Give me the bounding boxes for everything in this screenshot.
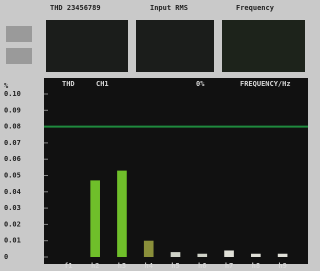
plot-header: 0% bbox=[196, 80, 205, 88]
x-tick-label: h7 bbox=[225, 262, 233, 270]
bar bbox=[90, 180, 100, 257]
panel-label: Frequency bbox=[236, 4, 275, 12]
y-tick-label: 0.08 bbox=[4, 123, 21, 131]
y-tick-label: 0.04 bbox=[4, 188, 21, 196]
y-tick-label: 0.05 bbox=[4, 172, 21, 180]
plot-header: FREQUENCY/Hz bbox=[240, 80, 291, 88]
y-tick-label: 0.10 bbox=[4, 90, 21, 98]
x-tick-label: h5 bbox=[171, 262, 179, 270]
plot-header: THD bbox=[62, 80, 75, 88]
bar bbox=[278, 254, 288, 257]
x-tick-label: h2 bbox=[91, 262, 99, 270]
x-tick-label: h3 bbox=[118, 262, 126, 270]
display-box bbox=[136, 20, 214, 72]
panel-label: Input RMS bbox=[150, 4, 188, 12]
x-tick-label: h6 bbox=[198, 262, 206, 270]
y-tick-label: 0.06 bbox=[4, 155, 21, 163]
panel-label: THD 23456789 bbox=[50, 4, 101, 12]
y-tick-label: 0 bbox=[4, 253, 8, 261]
icon-button[interactable] bbox=[6, 26, 32, 42]
y-tick-label: 0.03 bbox=[4, 204, 21, 212]
page: THD 23456789 Input RMS Frequency % THD C… bbox=[0, 0, 312, 271]
bar bbox=[251, 254, 261, 257]
plot-header: CH1 bbox=[96, 80, 109, 88]
bar bbox=[224, 250, 234, 257]
x-tick-label: h4 bbox=[145, 262, 153, 270]
plot-area bbox=[44, 78, 308, 264]
y-tick-label: 0.07 bbox=[4, 139, 21, 147]
display-box bbox=[222, 20, 305, 72]
display-box bbox=[46, 20, 128, 72]
bar bbox=[117, 171, 127, 257]
y-tick-label: 0.02 bbox=[4, 220, 21, 228]
bar bbox=[197, 254, 207, 257]
screen: THD 23456789 Input RMS Frequency % THD C… bbox=[0, 0, 312, 271]
y-tick-label: 0.09 bbox=[4, 106, 21, 114]
y-tick-label: 0.01 bbox=[4, 237, 21, 245]
icon-button[interactable] bbox=[6, 48, 32, 64]
x-tick-label: h8 bbox=[252, 262, 260, 270]
x-tick-label: f1 bbox=[64, 262, 72, 270]
bar bbox=[171, 252, 181, 257]
bar bbox=[144, 241, 154, 257]
x-tick-label: h9 bbox=[278, 262, 286, 270]
